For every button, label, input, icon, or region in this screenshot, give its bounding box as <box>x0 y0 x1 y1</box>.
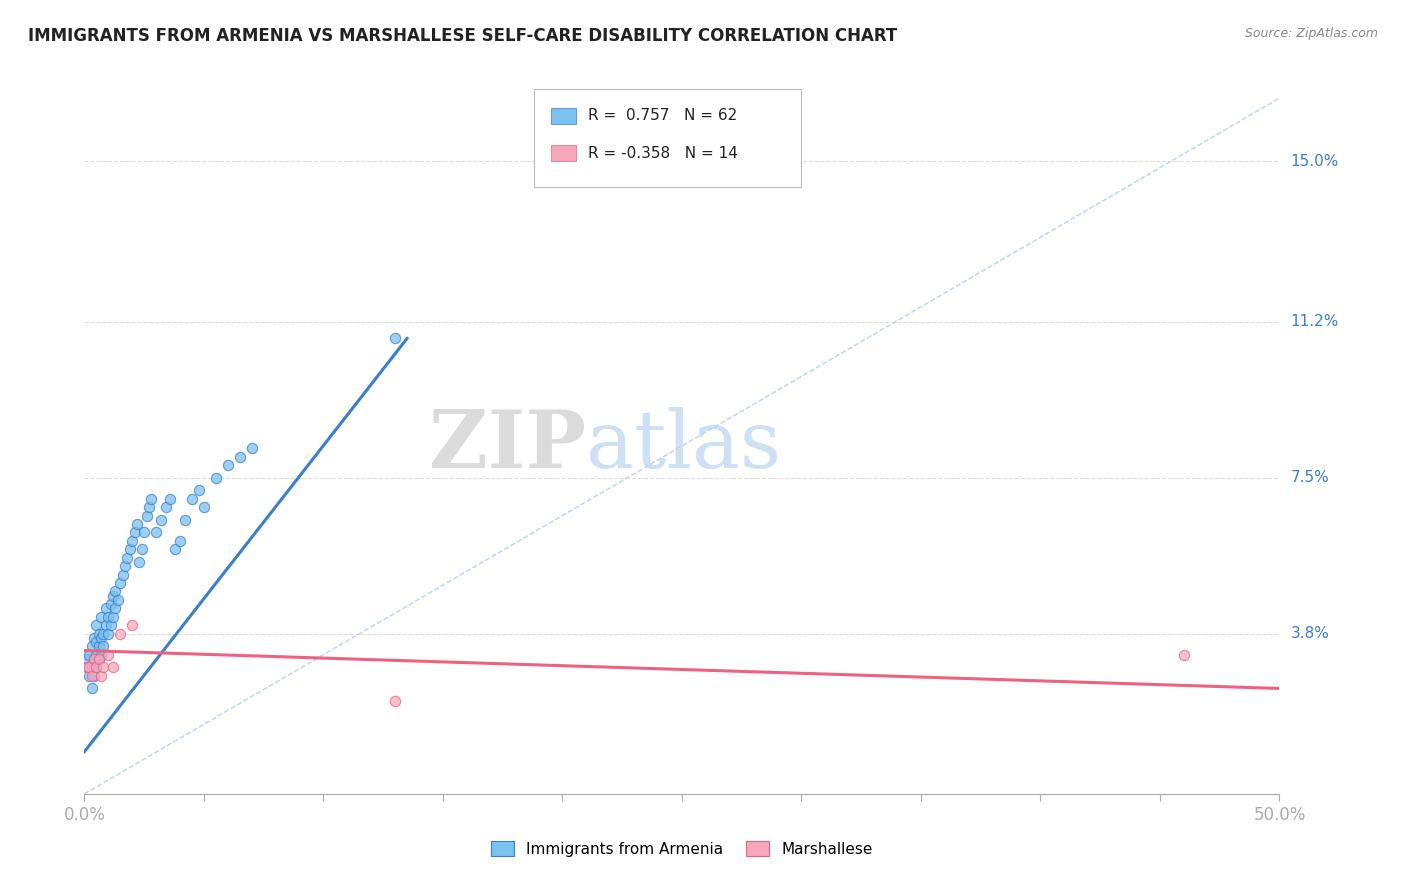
Point <box>86 660 108 674</box>
Point <box>97 626 120 640</box>
Point <box>86 648 108 662</box>
Text: IMMIGRANTS FROM ARMENIA VS MARSHALLESE SELF-CARE DISABILITY CORRELATION CHART: IMMIGRANTS FROM ARMENIA VS MARSHALLESE S… <box>28 27 897 45</box>
Point <box>97 609 120 624</box>
Point <box>87 640 110 654</box>
Point <box>165 542 187 557</box>
Point <box>110 576 132 591</box>
Point <box>159 491 181 506</box>
Point <box>93 640 115 654</box>
Point <box>86 635 108 649</box>
Point <box>90 609 112 624</box>
Point <box>205 470 228 484</box>
Point <box>86 618 108 632</box>
Text: atlas: atlas <box>586 407 782 485</box>
Point <box>117 550 139 565</box>
Point <box>97 648 120 662</box>
Point <box>87 652 110 666</box>
Text: 15.0%: 15.0% <box>1291 154 1339 169</box>
Point <box>104 584 127 599</box>
Point <box>80 669 103 683</box>
Point <box>76 660 98 674</box>
Point <box>121 618 143 632</box>
Point <box>132 525 156 540</box>
Point <box>100 597 122 611</box>
Text: 11.2%: 11.2% <box>1291 314 1339 329</box>
Point <box>90 631 112 645</box>
Point <box>83 631 105 645</box>
Point <box>149 513 172 527</box>
Point <box>193 500 215 515</box>
Point <box>188 483 211 498</box>
Point <box>80 681 103 696</box>
Point <box>1173 648 1195 662</box>
Point <box>77 669 100 683</box>
Point <box>83 669 105 683</box>
Point <box>101 609 124 624</box>
Point <box>87 652 110 666</box>
Point <box>128 555 150 569</box>
Point <box>240 441 263 455</box>
Point <box>80 660 103 674</box>
Point <box>94 618 117 632</box>
Point <box>217 458 239 472</box>
Point <box>77 660 100 674</box>
Point <box>121 533 143 548</box>
Point <box>118 542 141 557</box>
Text: 7.5%: 7.5% <box>1291 470 1329 485</box>
Point <box>131 542 153 557</box>
Point <box>110 626 132 640</box>
Point <box>83 652 105 666</box>
Point <box>135 508 157 523</box>
Point <box>384 331 406 345</box>
Point <box>145 525 167 540</box>
Point <box>93 626 115 640</box>
Point <box>76 660 98 674</box>
Text: Source: ZipAtlas.com: Source: ZipAtlas.com <box>1244 27 1378 40</box>
Point <box>94 601 117 615</box>
Point <box>169 533 191 548</box>
Point <box>138 500 160 515</box>
Point <box>100 618 122 632</box>
Point <box>125 516 148 531</box>
Point <box>107 593 129 607</box>
Point <box>155 500 177 515</box>
Point <box>173 513 195 527</box>
Point <box>111 567 134 582</box>
Point <box>80 640 103 654</box>
Point <box>141 491 163 506</box>
Text: R = -0.358   N = 14: R = -0.358 N = 14 <box>588 146 738 161</box>
Text: 3.8%: 3.8% <box>1291 626 1330 641</box>
Point <box>181 491 204 506</box>
Point <box>101 660 124 674</box>
Point <box>83 652 105 666</box>
Point <box>104 601 127 615</box>
Point <box>124 525 146 540</box>
Point <box>77 648 100 662</box>
Point <box>384 694 406 708</box>
Point <box>90 648 112 662</box>
Point <box>90 669 112 683</box>
Legend: Immigrants from Armenia, Marshallese: Immigrants from Armenia, Marshallese <box>485 835 879 863</box>
Point <box>87 626 110 640</box>
Point <box>229 450 252 464</box>
Point <box>114 559 136 574</box>
Point <box>86 660 108 674</box>
Text: R =  0.757   N = 62: R = 0.757 N = 62 <box>588 109 737 123</box>
Point <box>76 652 98 666</box>
Text: ZIP: ZIP <box>429 407 586 485</box>
Point <box>93 660 115 674</box>
Point <box>101 589 124 603</box>
